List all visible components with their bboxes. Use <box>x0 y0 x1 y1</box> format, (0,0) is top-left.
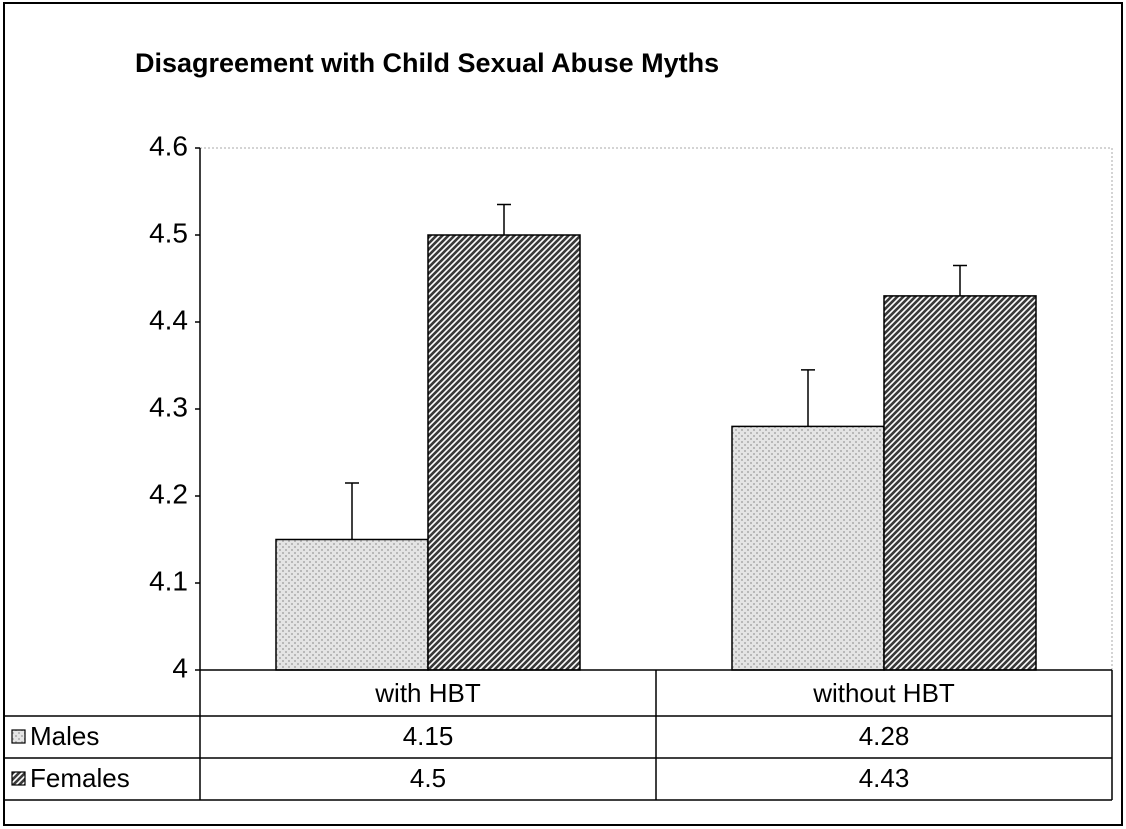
error-bar <box>345 482 359 540</box>
legend-label: Males <box>30 721 99 751</box>
bar <box>883 295 1037 671</box>
y-tick-label: 4.2 <box>149 478 188 509</box>
table-value: 4.43 <box>859 763 910 793</box>
error-bar <box>497 203 511 235</box>
y-tick-label: 4 <box>172 652 188 683</box>
chart-title: Disagreement with Child Sexual Abuse Myt… <box>135 48 719 78</box>
table-value: 4.15 <box>403 721 454 751</box>
y-tick-label: 4.6 <box>149 130 188 161</box>
bar <box>731 425 885 671</box>
legend-label: Females <box>30 763 130 793</box>
y-tick-label: 4.1 <box>149 565 188 596</box>
error-bar <box>801 369 815 427</box>
y-tick-label: 4.5 <box>149 217 188 248</box>
legend-key <box>11 729 26 744</box>
bar <box>275 538 429 671</box>
x-tick-label: with HBT <box>374 678 481 708</box>
error-bar <box>953 264 967 296</box>
table-value: 4.5 <box>410 763 446 793</box>
legend-key <box>11 771 26 786</box>
table-value: 4.28 <box>859 721 910 751</box>
x-tick-label: without HBT <box>812 678 955 708</box>
y-tick-label: 4.3 <box>149 391 188 422</box>
y-tick-label: 4.4 <box>149 304 188 335</box>
bar <box>427 234 581 671</box>
